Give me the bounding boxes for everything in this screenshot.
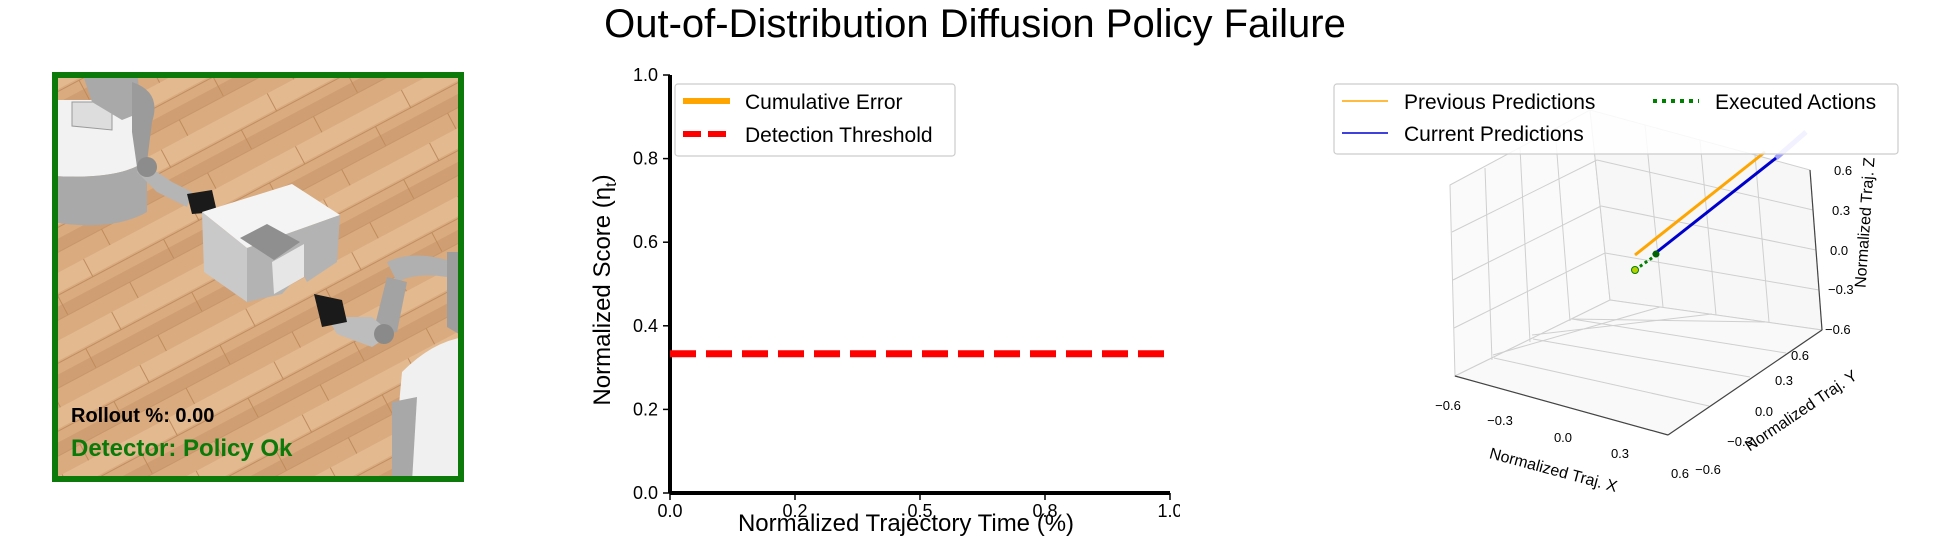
left-robot-arm bbox=[82, 72, 217, 214]
error-chart-xlabel: Normalized Trajectory Time (%) bbox=[738, 510, 1074, 537]
y-tick-label: 0.4 bbox=[633, 316, 658, 336]
x-tick-label: 1.0 bbox=[1157, 501, 1180, 521]
traj-xlabel: Normalized Traj. X bbox=[1487, 445, 1619, 496]
x-tick-label: 0.0 bbox=[657, 501, 682, 521]
center-box bbox=[202, 184, 340, 302]
z-tick-label: 0.3 bbox=[1832, 203, 1850, 218]
axis-lines bbox=[1454, 169, 1823, 436]
x-tick-label: −0.3 bbox=[1487, 413, 1513, 428]
figure-title: Out-of-Distribution Diffusion Policy Fai… bbox=[604, 2, 1346, 46]
y-tick-label: −0.6 bbox=[1695, 462, 1721, 477]
legend-label-cumulative-error: Cumulative Error bbox=[745, 91, 903, 114]
simulation-view: Rollout %: 0.00 Detector: Policy Ok bbox=[52, 72, 464, 482]
x-tick-label: 0.8 bbox=[1032, 501, 1057, 521]
status-border bbox=[52, 72, 464, 482]
traj-zlabel: Normalized Traj. Z bbox=[1852, 157, 1878, 289]
y-tick-label: 0.3 bbox=[1775, 373, 1793, 388]
x-tick-label: 0.2 bbox=[782, 501, 807, 521]
current-prediction-line bbox=[1652, 145, 1791, 257]
x-tick-label: 0.5 bbox=[907, 501, 932, 521]
trajectory-tick-labels: −0.6−0.30.00.30.6 −0.6−0.30.00.30.6−0.6−0… bbox=[1435, 163, 1854, 481]
trajectory-3d-chart: −0.6−0.30.00.30.6 −0.6−0.30.00.30.6−0.6−0… bbox=[1333, 83, 1899, 496]
executed-current-point bbox=[1652, 250, 1660, 258]
y-tick-label: 1.0 bbox=[633, 65, 658, 85]
z-tick-label: −0.3 bbox=[1828, 282, 1854, 297]
z-tick-label: 0.0 bbox=[1830, 243, 1848, 258]
x-tick-label: 0.6 bbox=[1671, 466, 1689, 481]
legend-label-current-predictions: Current Predictions bbox=[1404, 123, 1584, 146]
error-chart-legend: Cumulative Error Detection Threshold bbox=[674, 83, 956, 157]
y-tick-label: 0.0 bbox=[633, 483, 658, 503]
legend-label-executed-actions: Executed Actions bbox=[1715, 91, 1876, 114]
y-tick-label: −0.3 bbox=[1727, 434, 1753, 449]
error-chart-axes: 0.0 0.2 0.5 0.8 1.0 0.0 0.2 0.4 0.6 0.8 1.0 bbox=[633, 65, 1180, 521]
z-tick-label: 0.6 bbox=[1834, 163, 1852, 178]
x-tick-label: −0.6 bbox=[1435, 398, 1461, 413]
z-tick-label: −0.6 bbox=[1825, 322, 1851, 337]
error-chart: 0.0 0.2 0.5 0.8 1.0 0.0 0.2 0.4 0.6 0.8 1.0 Normal… bbox=[589, 65, 1180, 537]
y-tick-label: 0.6 bbox=[633, 232, 658, 252]
legend-label-previous-predictions: Previous Predictions bbox=[1404, 91, 1595, 114]
executed-start-point bbox=[1631, 266, 1639, 274]
right-table bbox=[392, 337, 464, 482]
error-chart-ylabel: Normalized Score (ηt) bbox=[589, 174, 620, 405]
executed-actions-line bbox=[1634, 253, 1657, 272]
rollout-label: Rollout %: 0.00 bbox=[71, 405, 214, 427]
previous-prediction-line bbox=[1634, 150, 1766, 257]
y-tick-label: 0.2 bbox=[633, 399, 658, 419]
x-tick-label: 0.0 bbox=[1554, 430, 1572, 445]
x-tick-label: 0.3 bbox=[1611, 446, 1629, 461]
trajectory-legend: Previous Predictions Executed Actions Cu… bbox=[1333, 83, 1899, 155]
y-tick-label: 0.8 bbox=[633, 149, 658, 169]
y-tick-label: 0.6 bbox=[1791, 348, 1809, 363]
detector-status: Detector: Policy Ok bbox=[71, 435, 293, 462]
y-tick-label: 0.0 bbox=[1755, 404, 1773, 419]
legend-label-detection-threshold: Detection Threshold bbox=[745, 124, 933, 147]
